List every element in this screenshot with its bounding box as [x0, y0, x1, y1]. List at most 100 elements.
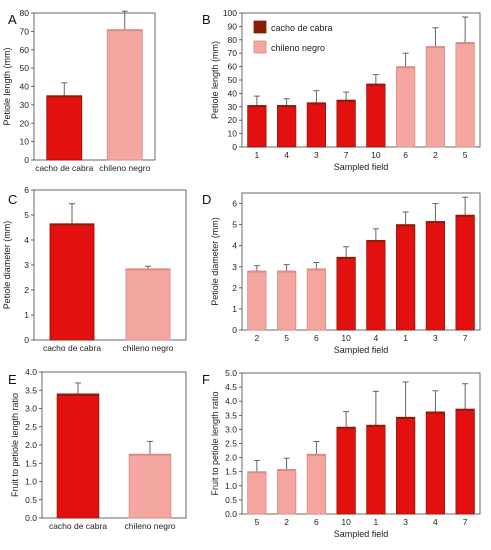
x-tick-label: 3	[433, 333, 438, 343]
bar	[455, 408, 475, 515]
panel-letter: F	[202, 372, 210, 387]
y-tick-label: 3.0	[225, 424, 237, 434]
legend: cacho de cabra chileno negro	[253, 20, 333, 54]
panel-letter: C	[8, 192, 17, 207]
y-tick-label: 0	[24, 155, 29, 165]
y-tick-label: 1.5	[225, 467, 237, 477]
x-axis-title: Sampled field	[334, 345, 389, 355]
y-axis-title: Petiole length (mm)	[2, 47, 12, 125]
y-tick-label: 100	[223, 8, 237, 18]
bar	[396, 66, 416, 148]
legend-label: cacho de cabra	[271, 23, 333, 33]
y-tick-label: 10	[228, 129, 238, 139]
panel-letter: A	[8, 12, 17, 27]
x-tick-label: 3	[314, 150, 319, 160]
x-tick-label: 1	[255, 150, 260, 160]
bar	[336, 426, 356, 515]
bar	[56, 393, 100, 519]
panel-letter: D	[202, 192, 211, 207]
y-tick-label: 1	[24, 310, 29, 320]
x-tick-label: 6	[314, 333, 319, 343]
y-tick-label: 1.0	[225, 481, 237, 491]
x-tick-label: cacho de cabra	[43, 343, 101, 353]
bar	[425, 221, 445, 331]
y-tick-label: 60	[228, 62, 238, 72]
x-tick-label: 6	[403, 150, 408, 160]
y-tick-label: 30	[20, 100, 30, 110]
y-tick-label: 3.5	[25, 385, 37, 395]
bar	[336, 256, 356, 331]
y-tick-label: 70	[20, 26, 30, 36]
x-tick-label: 5	[463, 150, 468, 160]
y-tick-label: 2.0	[25, 440, 37, 450]
x-tick-label: 2	[433, 150, 438, 160]
bar	[106, 29, 143, 161]
x-tick-label: 2	[284, 517, 289, 527]
y-tick-label: 2	[24, 285, 29, 295]
bar	[455, 214, 475, 331]
bar	[366, 83, 386, 148]
x-tick-label: 7	[463, 517, 468, 527]
y-tick-label: 3.5	[225, 410, 237, 420]
y-tick-label: 20	[228, 115, 238, 125]
y-tick-label: 0.0	[25, 513, 37, 523]
bar	[49, 223, 95, 341]
y-tick-label: 0	[232, 142, 237, 152]
y-axis-title: Fruit to petiole length ratio	[210, 391, 220, 495]
bar	[306, 453, 326, 515]
bar	[277, 105, 297, 148]
bar	[247, 270, 267, 331]
y-axis-title: Fruit to petiole length ratio	[10, 393, 20, 497]
x-tick-label: 10	[341, 333, 351, 343]
x-tick-label: 6	[314, 517, 319, 527]
y-tick-label: 2	[232, 283, 237, 293]
legend-swatch	[253, 20, 267, 34]
y-tick-label: 20	[20, 118, 30, 128]
x-tick-label: 4	[284, 150, 289, 160]
bar	[396, 224, 416, 331]
x-tick-label: 1	[403, 333, 408, 343]
y-tick-label: 1.0	[25, 477, 37, 487]
bar	[247, 471, 267, 515]
y-tick-label: 10	[20, 137, 30, 147]
chart-panel-f: F 0.0 0.5 1.0 1.5 2.0 2.5 3.0 3.5 4.0 4.5 5.0 Fruit …	[202, 368, 481, 539]
y-tick-label: 5	[24, 210, 29, 220]
y-tick-label: 3	[24, 260, 29, 270]
y-tick-label: 40	[20, 82, 30, 92]
panel-letter: E	[8, 372, 17, 387]
y-tick-label: 1	[232, 304, 237, 314]
bar	[125, 268, 171, 341]
y-tick-label: 0.5	[25, 495, 37, 505]
y-tick-label: 4	[232, 241, 237, 251]
legend-swatch	[253, 40, 267, 54]
bar	[277, 270, 297, 331]
y-tick-label: 2.0	[225, 453, 237, 463]
y-tick-label: 60	[20, 45, 30, 55]
bar	[247, 105, 267, 148]
y-tick-label: 2.5	[25, 422, 37, 432]
y-tick-label: 30	[228, 102, 238, 112]
chart-panel-e: E 0.0 0.5 1.0 1.5 2.0 2.5 3.0 3.5 4.0 Fruit to pet…	[8, 367, 187, 531]
y-tick-label: 2.5	[225, 439, 237, 449]
y-tick-label: 40	[228, 88, 238, 98]
y-tick-label: 50	[228, 75, 238, 85]
x-axis-title: Sampled field	[334, 162, 389, 172]
panel-letter: B	[202, 12, 211, 27]
x-tick-label: chileno negro	[99, 163, 150, 173]
y-tick-label: 0.0	[225, 509, 237, 519]
x-tick-label: 2	[255, 333, 260, 343]
y-tick-label: 0	[232, 325, 237, 335]
bar	[396, 416, 416, 515]
legend-label: chileno negro	[271, 43, 325, 53]
bar	[336, 99, 356, 148]
x-tick-label: 5	[255, 517, 260, 527]
y-tick-label: 90	[228, 21, 238, 31]
y-tick-label: 5	[232, 220, 237, 230]
x-tick-label: 4	[374, 333, 379, 343]
y-tick-label: 4.0	[25, 367, 37, 377]
y-tick-label: 6	[24, 185, 29, 195]
x-tick-label: 10	[341, 517, 351, 527]
y-tick-label: 4.0	[225, 396, 237, 406]
y-tick-label: 0	[24, 335, 29, 345]
bar	[366, 424, 386, 515]
